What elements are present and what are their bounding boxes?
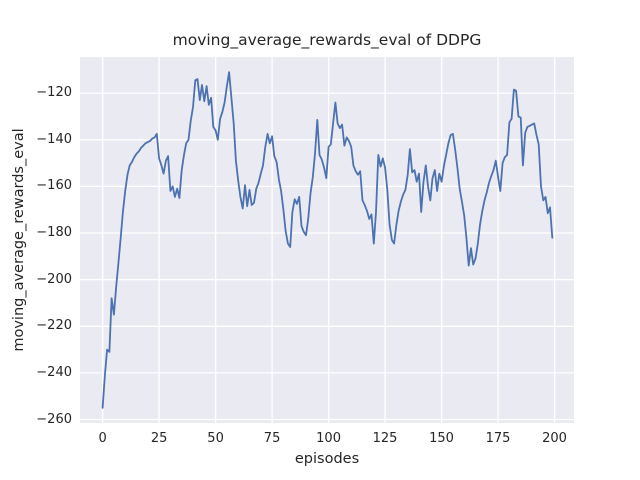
line-chart-svg [80, 57, 574, 423]
x-axis-label: episodes [294, 451, 360, 467]
y-tick-label: −240 [36, 364, 72, 380]
y-tick-label: −120 [36, 85, 72, 101]
y-tick-label: −140 [36, 131, 72, 147]
x-tick-label: 175 [485, 431, 511, 446]
chart-title: moving_average_rewards_eval of DDPG [172, 31, 482, 49]
x-tick-label: 25 [150, 431, 168, 446]
x-tick-label: 0 [98, 431, 107, 446]
y-tick-label: −220 [36, 318, 72, 334]
y-tick-label: −180 [36, 225, 72, 240]
x-tick-label: 100 [316, 431, 341, 446]
x-tick-label: 150 [429, 431, 454, 446]
y-tick-label: −260 [36, 411, 72, 427]
plot-area [80, 57, 574, 423]
line-series [101, 71, 554, 409]
x-tick-label: 200 [542, 431, 567, 446]
y-tick-label: −160 [36, 178, 72, 194]
x-tick-label: 50 [207, 431, 224, 446]
x-tick-label: 125 [372, 431, 398, 446]
y-tick-label: −200 [36, 271, 72, 287]
x-tick-label: 75 [263, 431, 281, 446]
